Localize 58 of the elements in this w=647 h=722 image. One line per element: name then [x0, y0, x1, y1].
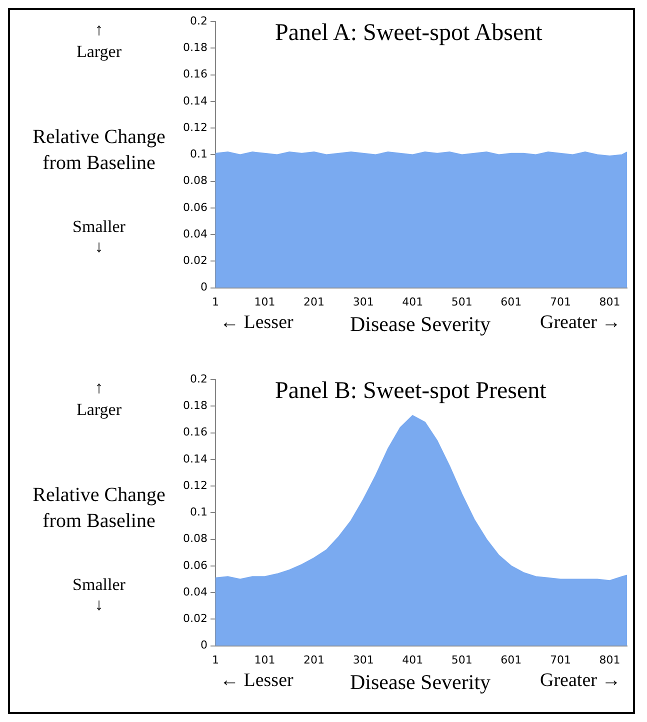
- text: ← Lesser: [220, 670, 294, 692]
- text: Greater →: [540, 670, 621, 692]
- chart-title: Panel A: Sweet-spot Absent: [275, 20, 542, 47]
- x-tick-label: 201: [304, 653, 325, 666]
- y-tick-label: 0.1: [190, 148, 208, 161]
- y-tick-label: 0.18: [182, 399, 208, 412]
- y-tick-label: 0: [200, 638, 208, 652]
- y-tick-label: 0.02: [182, 254, 208, 268]
- x-tick-label: 701: [550, 295, 571, 308]
- x-axis-title: Disease Severity: [350, 312, 491, 337]
- text: Smaller: [72, 217, 126, 237]
- y-tick-label: 0.12: [182, 120, 208, 134]
- x-tick-label: 1: [212, 653, 219, 666]
- x-tick-label: 101: [254, 653, 276, 666]
- y-axis-title: Relative Change from Baseline: [32, 125, 166, 176]
- x-tick-label: 101: [254, 295, 276, 308]
- y-tick-label: 0.08: [182, 174, 208, 188]
- x-tick-label: 801: [599, 653, 620, 666]
- x-tick-label: 601: [500, 295, 522, 308]
- y-tick-label: 0.2: [190, 372, 208, 386]
- y-tick-label: 0.16: [182, 68, 208, 81]
- y-tick-label: 0.04: [182, 227, 208, 240]
- x-tick-label: 601: [500, 653, 522, 666]
- text: Larger: [76, 400, 122, 420]
- x-axis-title: Disease Severity: [350, 670, 491, 695]
- y-tick-label: 0.02: [182, 612, 208, 626]
- text: ↑: [94, 20, 104, 40]
- text: ↓: [94, 595, 104, 615]
- y-tick-label: 0.14: [182, 94, 208, 108]
- x-tick-label: 701: [550, 653, 571, 666]
- chart-title: Panel B: Sweet-spot Present: [275, 378, 546, 405]
- y-tick-label: 0.18: [182, 41, 208, 54]
- y-tick-label: 0.2: [190, 14, 208, 28]
- x-tick-label: 501: [451, 653, 472, 666]
- x-tick-label: 401: [402, 295, 424, 308]
- x-tick-label: 1: [212, 295, 219, 308]
- x-tick-label: 301: [352, 295, 374, 308]
- y-tick-label: 0.06: [182, 558, 208, 572]
- y-tick-label: 0.08: [182, 532, 208, 546]
- y-tick-label: 0.16: [182, 426, 208, 439]
- y-tick-label: 0.12: [182, 478, 208, 492]
- text: Larger: [76, 42, 122, 62]
- y-axis-title: Relative Change from Baseline: [32, 483, 166, 534]
- y-tick-label: 0.14: [182, 452, 208, 466]
- y-tick-label: 0: [200, 280, 208, 294]
- x-tick-label: 401: [402, 653, 424, 666]
- text: Smaller: [72, 575, 126, 595]
- x-tick-label: 301: [352, 653, 374, 666]
- x-tick-label: 801: [599, 295, 620, 308]
- text: ↓: [94, 237, 104, 257]
- y-tick-label: 0.04: [182, 585, 208, 598]
- x-tick-label: 201: [304, 295, 325, 308]
- text: ↑: [94, 378, 104, 398]
- text: ← Lesser: [220, 312, 294, 334]
- x-tick-label: 501: [451, 295, 472, 308]
- y-tick-label: 0.1: [190, 506, 208, 519]
- text: Greater →: [540, 312, 621, 334]
- y-tick-label: 0.06: [182, 200, 208, 214]
